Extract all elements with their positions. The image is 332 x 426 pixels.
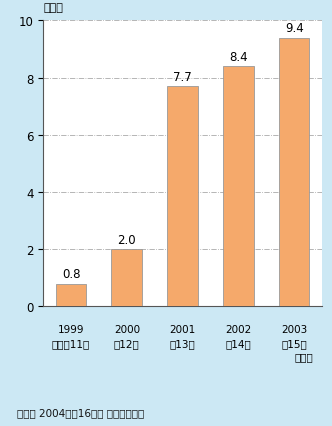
Text: 1999: 1999	[58, 324, 84, 334]
Text: 2.0: 2.0	[118, 233, 136, 246]
Text: （12）: （12）	[114, 338, 140, 348]
Text: （13）: （13）	[170, 338, 196, 348]
Text: 2002: 2002	[225, 324, 252, 334]
Bar	[56, 284, 86, 307]
Bar	[223, 67, 254, 307]
Text: 0.8: 0.8	[62, 268, 80, 280]
Text: 8.4: 8.4	[229, 51, 248, 63]
Text: 7.7: 7.7	[173, 71, 192, 83]
Text: （年）: （年）	[295, 351, 314, 361]
Text: （％）: （％）	[43, 3, 63, 13]
Bar	[279, 38, 309, 307]
Text: （15）: （15）	[281, 338, 307, 348]
Text: （平成11）: （平成11）	[52, 338, 90, 348]
Text: （14）: （14）	[225, 338, 251, 348]
Text: 2001: 2001	[169, 324, 196, 334]
Bar	[167, 87, 198, 307]
Text: 9.4: 9.4	[285, 22, 303, 35]
Bar	[112, 250, 142, 307]
Text: 2003: 2003	[281, 324, 307, 334]
Text: 2000: 2000	[114, 324, 140, 334]
Text: 資料： 2004（年16）年 情報通信白書: 資料： 2004（年16）年 情報通信白書	[17, 408, 144, 417]
